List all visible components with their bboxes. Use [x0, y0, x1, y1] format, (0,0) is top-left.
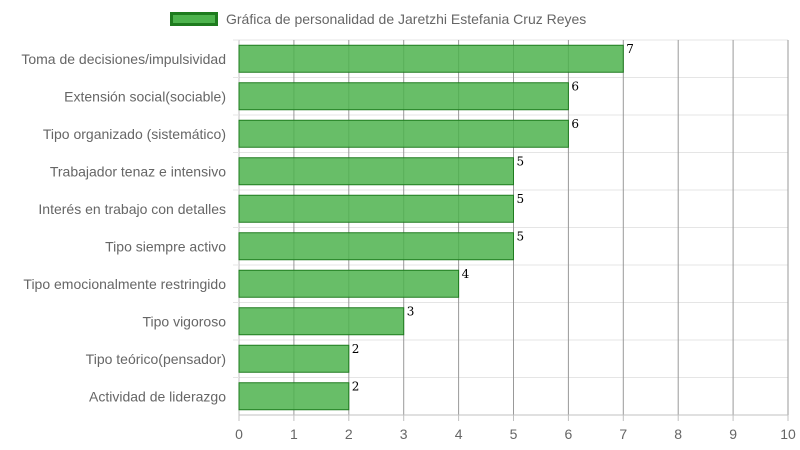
x-tick-label: 10	[780, 426, 796, 442]
category-label: Trabajador tenaz e intensivo	[50, 163, 226, 179]
category-label: Interés en trabajo con detalles	[38, 201, 226, 217]
category-label: Tipo teórico(pensador)	[86, 351, 226, 367]
category-label: Tipo siempre activo	[105, 238, 226, 254]
bar	[238, 119, 569, 148]
x-tick-label: 3	[400, 426, 408, 442]
value-label: 4	[462, 267, 470, 281]
value-label: 3	[407, 304, 415, 318]
x-tick-label: 2	[345, 426, 353, 442]
value-label: 2	[352, 342, 360, 356]
bar	[238, 382, 350, 411]
x-tick-label: 8	[674, 426, 682, 442]
bar	[238, 269, 460, 298]
value-label: 5	[517, 154, 525, 168]
legend[interactable]: Gráfica de personalidad de Jaretzhi Este…	[170, 9, 586, 29]
value-label: 7	[626, 42, 634, 56]
bar	[238, 82, 569, 111]
x-tick-label: 7	[619, 426, 627, 442]
x-tick-label: 0	[235, 426, 243, 442]
category-label: Tipo organizado (sistemático)	[43, 126, 226, 142]
value-label: 6	[571, 117, 579, 131]
legend-label: Gráfica de personalidad de Jaretzhi Este…	[226, 11, 587, 27]
value-label: 2	[352, 379, 360, 393]
category-label: Extensión social(sociable)	[64, 88, 226, 104]
category-label: Tipo emocionalmente restringido	[23, 276, 226, 292]
value-label: 6	[571, 79, 579, 93]
bar	[238, 307, 405, 336]
x-tick-label: 6	[565, 426, 573, 442]
value-label: 5	[517, 192, 525, 206]
bar	[238, 157, 514, 186]
bar	[238, 194, 514, 223]
bar	[238, 232, 514, 261]
category-label: Tipo vigoroso	[142, 313, 226, 329]
legend-swatch	[170, 12, 218, 26]
x-tick-label: 4	[455, 426, 463, 442]
x-tick-label: 5	[510, 426, 518, 442]
bar	[238, 44, 624, 73]
x-tick-label: 1	[290, 426, 298, 442]
category-label: Actividad de liderazgo	[89, 388, 226, 404]
value-label: 5	[517, 229, 525, 243]
x-tick-label: 9	[729, 426, 737, 442]
category-label: Toma de decisiones/impulsividad	[21, 51, 226, 67]
bar	[238, 344, 350, 373]
